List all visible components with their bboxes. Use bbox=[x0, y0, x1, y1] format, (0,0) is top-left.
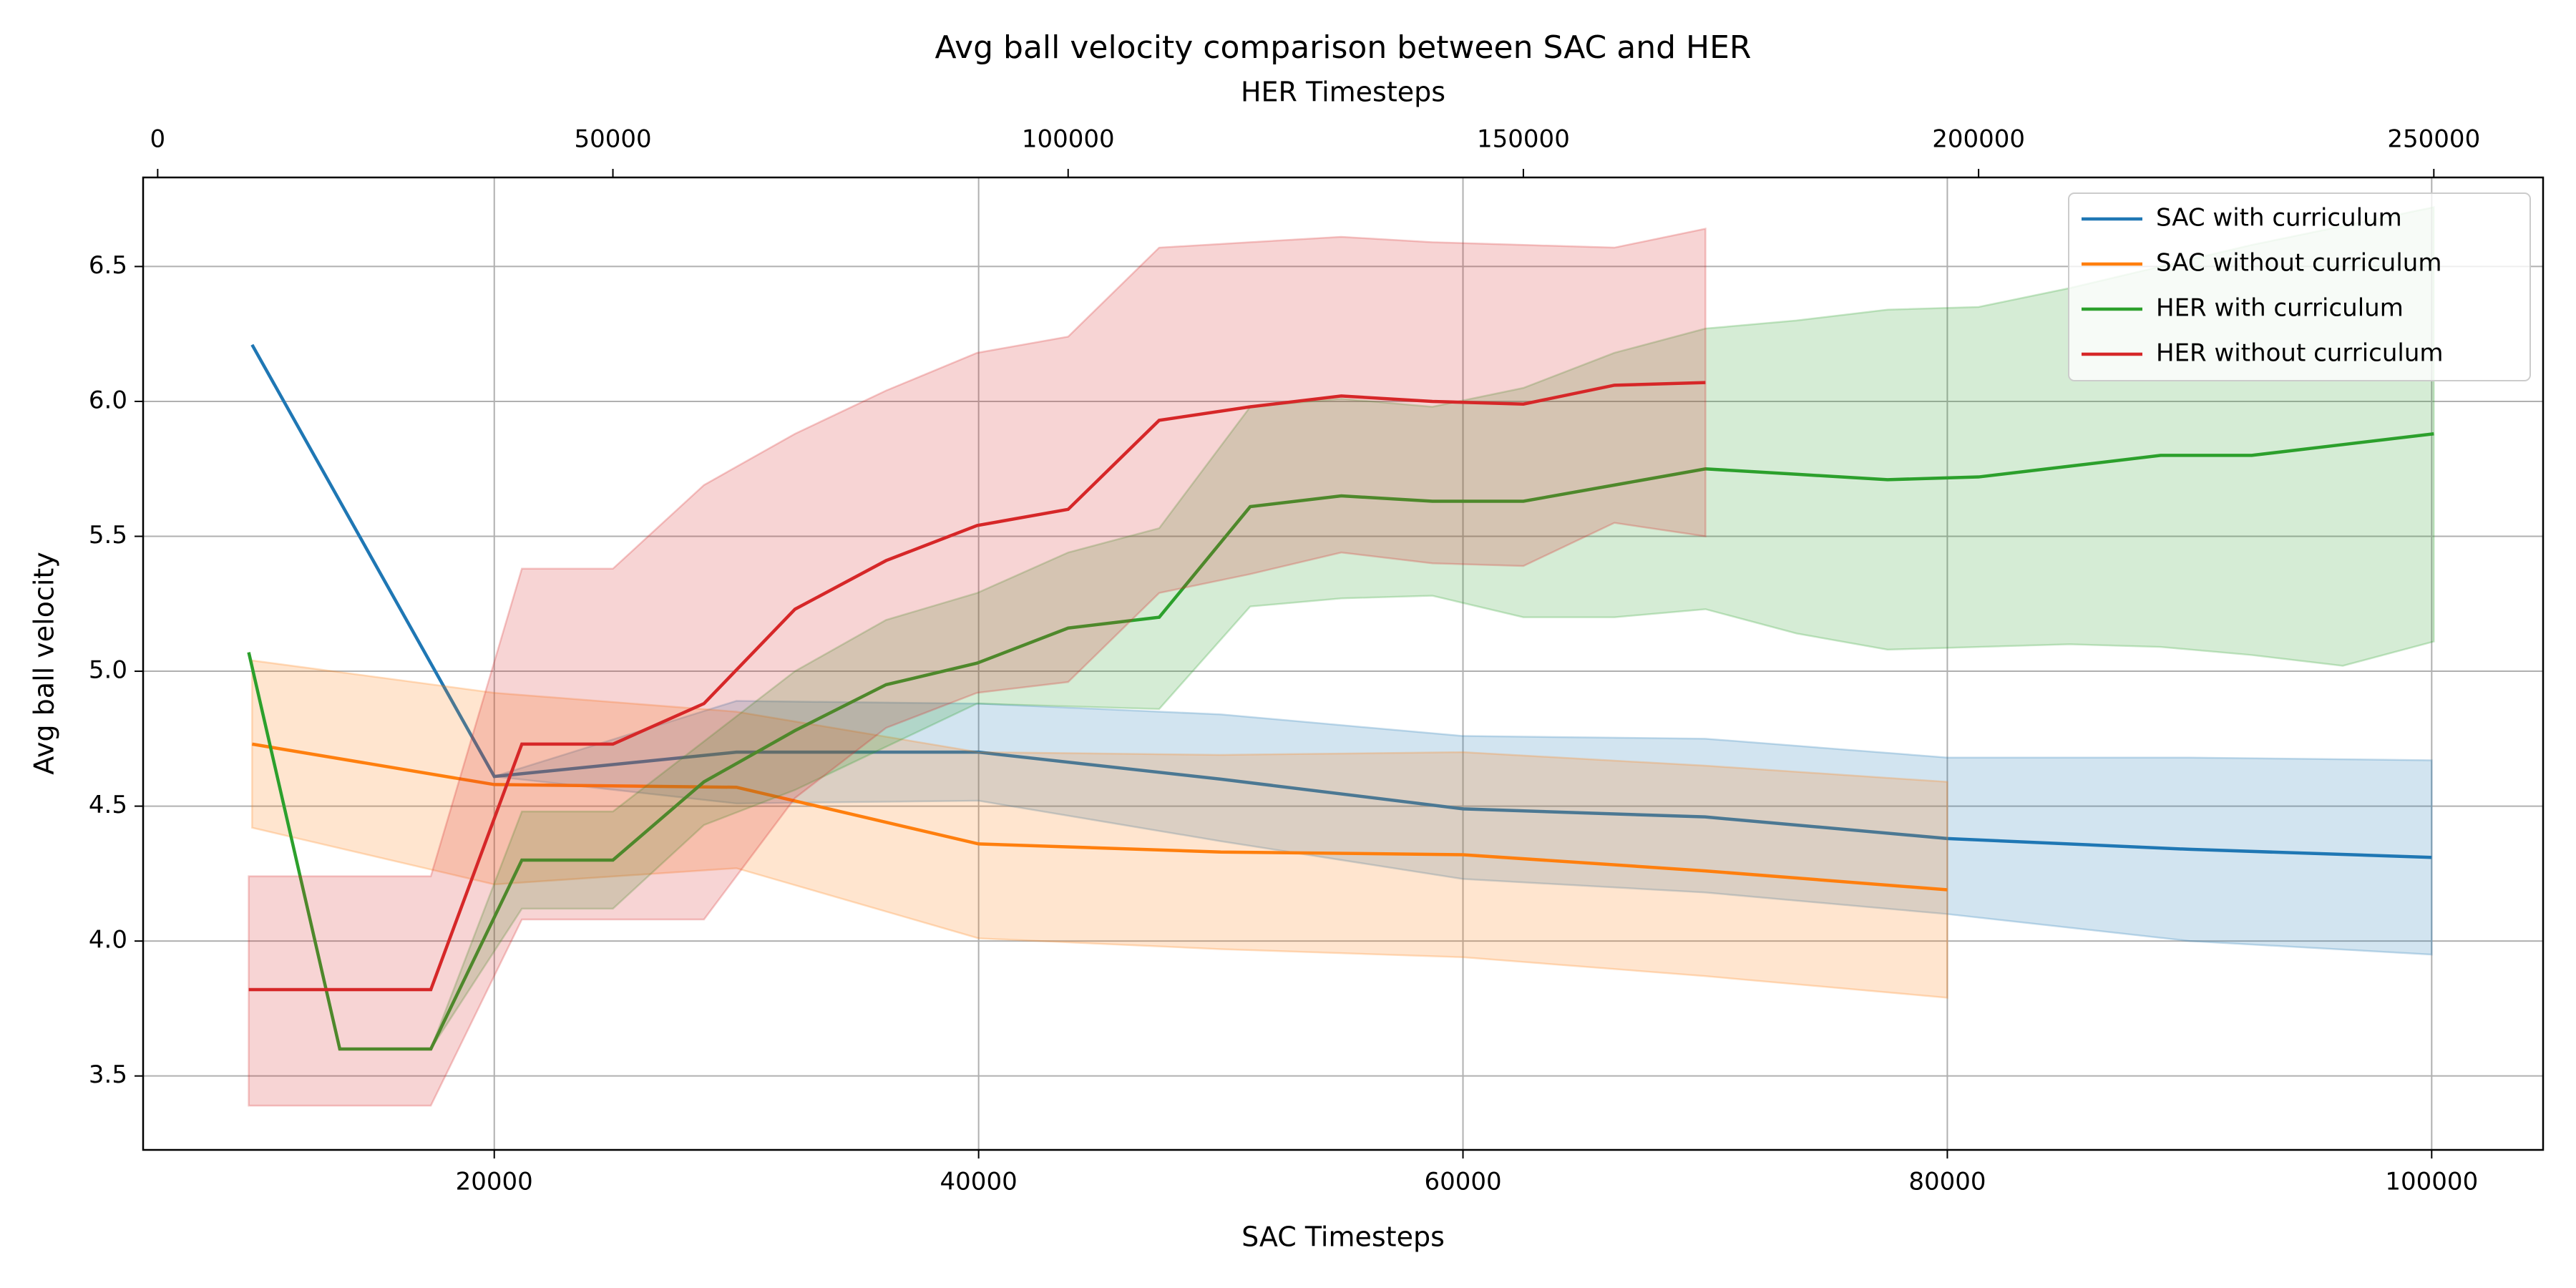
x2-tick-label: 0 bbox=[150, 125, 166, 154]
y-tick-label: 5.5 bbox=[89, 521, 127, 550]
y-tick-label: 6.5 bbox=[89, 251, 127, 280]
x-tick-label: 60000 bbox=[1424, 1168, 1501, 1196]
x2-tick-label: 50000 bbox=[574, 125, 651, 154]
chart-title: Avg ball velocity comparison between SAC… bbox=[935, 29, 1752, 66]
error-band bbox=[248, 205, 2435, 1050]
x2-tick-label: 250000 bbox=[2387, 125, 2480, 154]
error-band bbox=[248, 228, 1707, 1107]
data-line bbox=[247, 431, 2434, 1051]
x-tick-label: 40000 bbox=[940, 1168, 1018, 1196]
y-tick-label: 4.0 bbox=[89, 926, 127, 955]
error-band bbox=[251, 659, 1948, 999]
data-line bbox=[250, 343, 2432, 859]
x-axis-label: SAC Timesteps bbox=[1241, 1221, 1445, 1253]
y-tick-label: 6.0 bbox=[89, 386, 127, 414]
legend-label: SAC with curriculum bbox=[2156, 204, 2402, 233]
x2-tick-label: 150000 bbox=[1477, 125, 1570, 154]
x-tick-label: 100000 bbox=[2385, 1168, 2478, 1196]
x2-tick-label: 100000 bbox=[1022, 125, 1115, 154]
axes-frame bbox=[142, 176, 2545, 1151]
y-tick-label: 4.5 bbox=[89, 791, 127, 819]
legend-label: HER with curriculum bbox=[2156, 294, 2404, 323]
y-tick-label: 5.0 bbox=[89, 656, 127, 685]
data-line bbox=[251, 742, 1948, 892]
y-tick-label: 3.5 bbox=[89, 1060, 127, 1089]
legend-label: SAC without curriculum bbox=[2156, 249, 2441, 278]
x-tick-label: 80000 bbox=[1908, 1168, 1986, 1196]
y-axis-label: Avg ball velocity bbox=[29, 552, 60, 775]
legend-label: HER without curriculum bbox=[2156, 339, 2444, 368]
data-line bbox=[248, 381, 1706, 992]
x2-tick-label: 200000 bbox=[1932, 125, 2025, 154]
legend-box bbox=[2068, 192, 2531, 381]
x-tick-label: 20000 bbox=[456, 1168, 533, 1196]
x2-axis-label: HER Timesteps bbox=[1241, 77, 1445, 108]
